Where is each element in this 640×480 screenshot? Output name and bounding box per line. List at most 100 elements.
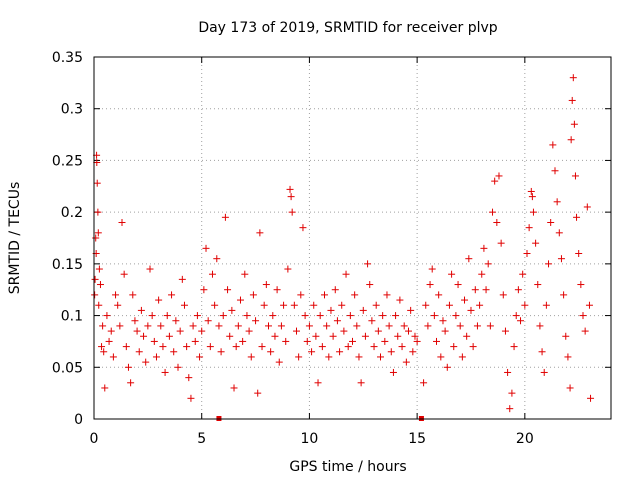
- data-point: [93, 179, 101, 187]
- y-tick-label: 0: [74, 412, 83, 428]
- data-point: [497, 239, 505, 247]
- data-point: [359, 306, 367, 314]
- y-axis-label: SRMTID / TECUs: [7, 182, 23, 295]
- data-point: [368, 317, 376, 325]
- data-point: [275, 358, 283, 366]
- data-point: [506, 405, 514, 413]
- data-point: [318, 343, 326, 351]
- data-point: [224, 286, 232, 294]
- data-point: [107, 327, 115, 335]
- data-point: [200, 286, 208, 294]
- data-point: [137, 306, 145, 314]
- data-point: [236, 296, 244, 304]
- data-point: [131, 317, 139, 325]
- data-point: [445, 301, 453, 309]
- data-point: [219, 312, 227, 320]
- data-point: [439, 317, 447, 325]
- data-point: [198, 327, 206, 335]
- data-point: [95, 301, 103, 309]
- data-point: [461, 296, 469, 304]
- y-tick-label: 0.05: [52, 360, 83, 376]
- data-point: [264, 322, 272, 330]
- data-point: [303, 337, 311, 345]
- data-point: [215, 322, 223, 330]
- data-point: [333, 317, 341, 325]
- data-point: [336, 348, 344, 356]
- data-point: [135, 348, 143, 356]
- data-point: [168, 291, 176, 299]
- data-point: [549, 141, 557, 149]
- data-point: [504, 368, 512, 376]
- data-point: [542, 301, 550, 309]
- data-point: [571, 172, 579, 180]
- data-point: [172, 317, 180, 325]
- data-point: [92, 234, 100, 242]
- data-point: [538, 348, 546, 356]
- data-point: [247, 353, 255, 361]
- data-point: [569, 74, 577, 82]
- data-point: [398, 343, 406, 351]
- data-point: [98, 343, 106, 351]
- data-point: [471, 286, 479, 294]
- y-tick-label: 0.25: [52, 153, 83, 169]
- data-point: [133, 327, 141, 335]
- data-point: [392, 312, 400, 320]
- data-point: [456, 322, 464, 330]
- data-point: [95, 265, 103, 273]
- data-point: [519, 270, 527, 278]
- data-point: [469, 343, 477, 351]
- data-point: [340, 327, 348, 335]
- data-point: [463, 332, 471, 340]
- data-point: [127, 379, 135, 387]
- data-point: [140, 332, 148, 340]
- data-point: [150, 337, 158, 345]
- data-point: [452, 312, 460, 320]
- data-point: [254, 389, 262, 397]
- data-point: [428, 265, 436, 273]
- x-tick-label: 5: [197, 431, 206, 447]
- data-point: [510, 343, 518, 351]
- data-point: [213, 255, 221, 263]
- y-axis-ticks: 0 0.05 0.1 0.15 0.2 0.25 0.3 0.35: [52, 50, 611, 428]
- data-point: [489, 208, 497, 216]
- data-point: [327, 306, 335, 314]
- data-point: [560, 291, 568, 299]
- data-point: [484, 260, 492, 268]
- data-point: [152, 353, 160, 361]
- data-point: [252, 317, 260, 325]
- data-point: [202, 244, 210, 252]
- data-point: [377, 353, 385, 361]
- data-point: [94, 229, 102, 237]
- data-point: [262, 281, 270, 289]
- data-point: [310, 301, 318, 309]
- data-point: [364, 260, 372, 268]
- data-point: [320, 291, 328, 299]
- x-tick-label: 15: [408, 431, 426, 447]
- data-point: [495, 172, 503, 180]
- data-point: [521, 301, 529, 309]
- grid: [94, 57, 611, 419]
- data-point: [282, 337, 290, 345]
- data-point: [547, 218, 555, 226]
- y-tick-label: 0.3: [61, 102, 83, 118]
- data-point: [187, 394, 195, 402]
- data-point: [344, 343, 352, 351]
- data-point: [351, 291, 359, 299]
- data-point: [435, 291, 443, 299]
- chart-title: Day 173 of 2019, SRMTID for receiver plv…: [198, 20, 497, 36]
- x-tick-label: 0: [90, 431, 99, 447]
- data-point: [553, 198, 561, 206]
- data-point: [99, 322, 107, 330]
- data-point: [183, 343, 191, 351]
- data-point: [155, 296, 163, 304]
- data-point: [575, 250, 583, 258]
- data-point: [228, 306, 236, 314]
- data-point: [297, 291, 305, 299]
- data-point: [120, 270, 128, 278]
- data-point: [540, 368, 548, 376]
- data-point: [260, 301, 268, 309]
- data-point: [394, 332, 402, 340]
- data-point: [239, 337, 247, 345]
- data-point: [286, 185, 294, 193]
